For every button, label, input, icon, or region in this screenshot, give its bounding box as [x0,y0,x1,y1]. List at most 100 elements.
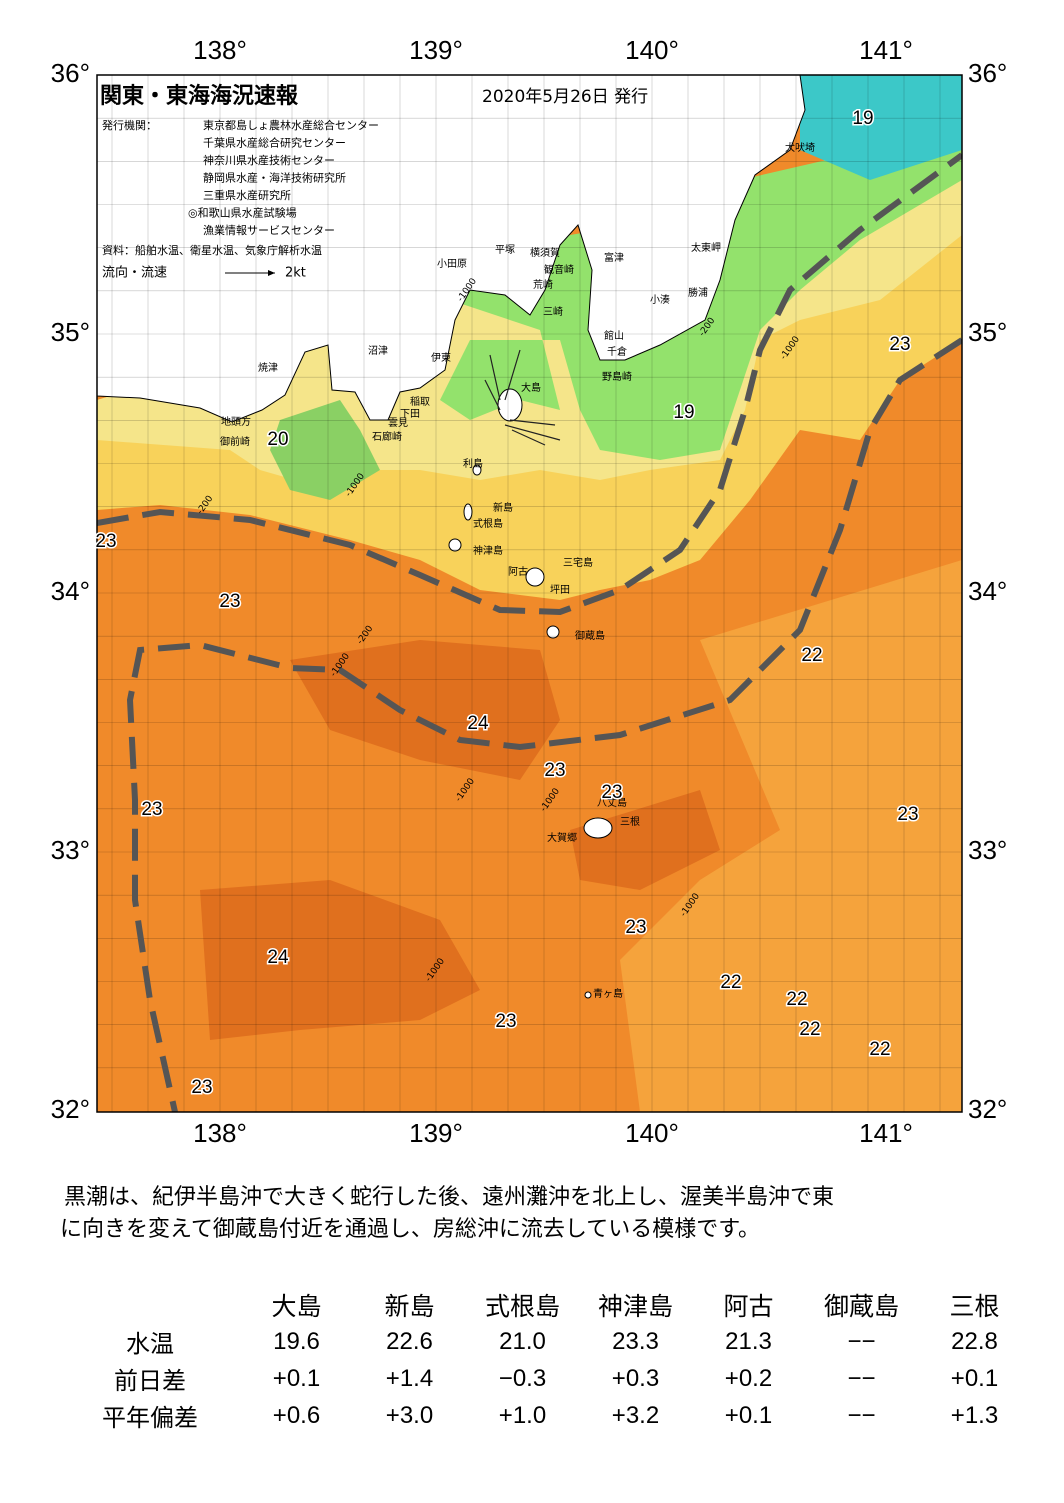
place-name: 阿古 [508,565,528,578]
place-name: 新島 [493,501,513,514]
publisher: ◎和歌山県水産試験場 [188,206,297,220]
isotherm-label: 23 [544,760,565,781]
isotherm-label: 22 [720,972,741,993]
green-water [270,400,380,500]
place-name: 雲見 [388,417,408,429]
island [583,817,613,839]
cell: +1.3 [950,1401,999,1429]
place-name: 石廊崎 [372,430,402,443]
data-row: 前日差 +0.1 +1.4 −0.3 +0.3 +0.2 −− +0.1 [60,1360,1031,1397]
grid [97,75,962,1112]
lat-label: 32° [968,1094,1007,1124]
lon-label: 138° [193,1118,247,1148]
date: 2020年5月26日 発行 [482,87,648,107]
isotherm-label: 22 [786,989,807,1010]
cell: +0.1 [724,1401,773,1429]
cool-patch [620,560,962,1112]
lon-label: 139° [409,35,463,65]
place-name: 野島崎 [602,370,632,383]
place-name: 地頭方 [221,415,251,428]
place-name: 館山 [604,329,624,342]
lat-label: 36° [51,58,90,88]
title: 関東・東海海況速報 [100,83,299,109]
column-header: 新島 [384,1291,435,1321]
place-name: 太東岬 [691,241,721,254]
island [497,388,523,422]
place-name: 千倉 [607,345,627,358]
cell: +1.0 [498,1401,547,1429]
place-name: 観音崎 [544,263,574,276]
isotherm-label: 22 [869,1039,890,1060]
summary: 黒潮は、紀伊半島沖で大きく蛇行した後、遠州灘沖を北上し、渥美半島沖で東 に向きを… [60,1182,1024,1246]
corner [60,1286,240,1323]
lat-label: 33° [968,835,1007,865]
row-label: 水温 [126,1330,174,1358]
place-name: 勝浦 [688,286,708,299]
cell: 22.8 [951,1327,998,1355]
cell: +0.6 [272,1401,321,1429]
place-name: 富津 [604,251,624,264]
place-name: 三宅島 [563,556,593,569]
publisher: 静岡県水産・海洋技術研究所 [203,171,346,185]
lat-label: 36° [968,58,1007,88]
cell: +0.1 [272,1364,321,1392]
place-name: 三崎 [543,305,563,318]
lon-label: 141° [859,35,913,65]
place-name: 大島 [521,381,541,394]
place-name: 青ヶ島 [593,987,623,1000]
warm-patch [290,640,560,780]
isotherm-label: 23 [95,531,116,552]
place-name: 下田 [400,409,420,420]
map: 関東・東海海況速報 2020年5月26日 発行 発行機関： 資料：船舶水温、衛星… [51,35,1008,1148]
legend-arrowhead [268,270,275,276]
row-label: 前日差 [114,1367,186,1395]
map-frame [96,74,963,1113]
lon-label: 141° [859,1118,913,1148]
column-header: 神津島 [597,1291,673,1321]
cell: +0.1 [950,1364,999,1392]
isotherm-label: 24 [467,713,489,734]
isotherm-label: 20 [267,429,288,450]
place-name: 坪田 [550,583,570,596]
place-name: 犬吠埼 [785,141,815,154]
column-header: 御蔵島 [823,1291,899,1321]
cell: −0.3 [498,1364,547,1392]
publisher: 東京都島しょ農林水産総合センター [203,118,379,132]
current-vectors [484,349,561,446]
island [584,991,592,999]
cell: +3.0 [385,1401,434,1429]
island [463,503,473,521]
cell: 22.6 [386,1327,433,1355]
cell: +0.2 [724,1364,773,1392]
lat-label: 35° [968,317,1007,347]
cold-water [800,75,962,180]
summary-line: に向きを変えて御蔵島付近を通過し、房総沖に流去している模様です。 [60,1217,761,1242]
isotherm-label: 19 [673,402,694,423]
kuroshio-path [126,337,962,1112]
isotherm-label: 23 [191,1077,212,1098]
source: 資料：船舶水温、衛星水温、気象庁解析水温 [102,243,322,257]
cell: 19.6 [273,1327,320,1355]
place-name: 平塚 [495,244,515,256]
isotherm-label: 24 [267,947,289,968]
place-name: 御前崎 [220,435,250,448]
isotherm-label: 22 [799,1019,820,1040]
cell: +1.4 [385,1364,434,1392]
kuroshio-path [97,152,962,616]
column-header: 式根島 [484,1291,560,1321]
column-header: 大島 [271,1291,322,1321]
place-name: 御蔵島 [575,629,605,642]
publisher: 三重県水産研究所 [203,188,291,202]
land [97,75,806,423]
isotherm-label: 23 [889,334,910,355]
row-label: 平年偏差 [102,1404,198,1432]
cell: 23.3 [612,1327,659,1355]
island [546,625,560,639]
place-name: 利島 [463,457,483,470]
lat-label: 32° [51,1094,90,1124]
isotherm-label: 23 [625,917,646,938]
place-name: 神津島 [473,544,503,557]
publisher: 千葉県水産総合研究センター [203,136,346,150]
cell: +3.2 [611,1401,660,1429]
